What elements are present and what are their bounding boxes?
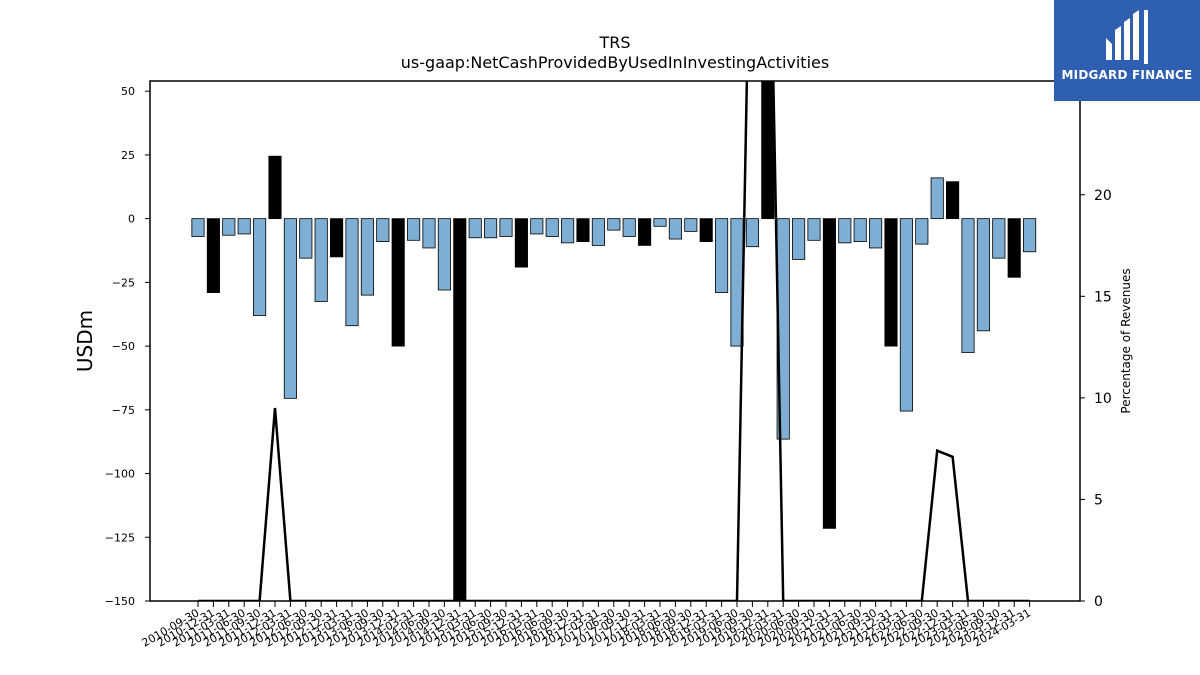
bar-2014-06-30	[422, 218, 436, 249]
bar-2018-03-31	[653, 218, 667, 227]
bar-2013-12-31	[391, 218, 405, 347]
y-tick-label: −50	[112, 340, 135, 353]
y-tick-label: 50	[121, 85, 135, 98]
y-tick-label: −25	[112, 276, 135, 289]
bar-2015-09-30	[499, 218, 513, 237]
bar-2022-12-31	[946, 181, 960, 220]
bar-2021-06-30	[853, 218, 867, 242]
bar-2010-09-30	[191, 218, 205, 237]
y2-axis-label: Percentage of Revenues	[1119, 268, 1133, 413]
bar-2017-03-31	[591, 218, 605, 246]
bar-2010-12-31	[206, 218, 220, 293]
chart-subtitle: us-gaap:NetCashProvidedByUsedInInvesting…	[401, 53, 829, 72]
brand-logo: MIDGARD FINANCE	[1054, 0, 1200, 101]
bar-2013-09-30	[376, 218, 390, 242]
y2-tick-label: 10	[1094, 391, 1112, 407]
y-tick-label: −150	[105, 595, 135, 608]
bar-2011-09-30	[253, 218, 267, 316]
bar-2015-03-31	[468, 218, 482, 239]
bar-2017-12-31	[638, 218, 652, 246]
bar-2013-06-30	[360, 218, 374, 296]
bar-2023-03-31	[961, 218, 975, 353]
plot-frame	[149, 80, 1081, 602]
bar-2014-03-31	[407, 218, 421, 241]
bar-2019-09-30	[745, 218, 759, 248]
bar-2012-12-31	[330, 218, 344, 258]
bar-2022-09-30	[930, 177, 944, 220]
bar-2012-09-30	[314, 218, 328, 302]
bar-2018-06-30	[668, 218, 682, 240]
bar-2022-06-30	[915, 218, 929, 245]
bar-2013-03-31	[345, 218, 359, 327]
y2-tick-label: 20	[1094, 188, 1112, 204]
bar-2023-09-30	[992, 218, 1006, 259]
bar-2020-06-30	[792, 218, 806, 260]
y2-tick-label: 5	[1094, 492, 1103, 508]
bar-2015-12-31	[514, 218, 528, 268]
bar-2019-03-31	[715, 218, 729, 293]
y-tick-label: −100	[105, 468, 135, 481]
bar-2011-03-31	[222, 218, 236, 236]
bar-2018-09-30	[684, 218, 698, 232]
y-axis-label: USDm	[73, 310, 97, 372]
bar-2014-12-31	[453, 218, 467, 602]
bar-2023-12-31	[1007, 218, 1021, 278]
midgard-logo-icon	[1106, 10, 1148, 64]
bar-2011-12-31	[268, 155, 282, 220]
y-tick-label: −75	[112, 404, 135, 417]
bar-2019-12-31	[761, 80, 775, 220]
bar-2021-09-30	[869, 218, 883, 249]
bar-2020-09-30	[807, 218, 821, 241]
y-tick-label: −125	[105, 531, 135, 544]
bar-2012-03-31	[283, 218, 297, 399]
axes: −150−125−100−75−50−2502550051015202010-0…	[105, 80, 1112, 650]
bar-2020-12-31	[822, 218, 836, 529]
bar-2015-06-30	[484, 218, 498, 239]
bar-2022-03-31	[899, 218, 913, 412]
y-tick-label: 25	[121, 149, 135, 162]
bar-2014-09-30	[437, 218, 451, 291]
y-tick-label: 0	[128, 213, 135, 226]
bar-2016-03-31	[530, 218, 544, 235]
y2-tick-label: 15	[1094, 289, 1112, 305]
y2-tick-label: 0	[1094, 594, 1103, 610]
bar-2011-06-30	[237, 218, 251, 235]
bar-2017-09-30	[622, 218, 636, 237]
bar-2016-06-30	[545, 218, 559, 237]
bar-2016-09-30	[561, 218, 575, 244]
bar-2024-03-31	[1023, 218, 1037, 253]
brand-name: MIDGARD FINANCE	[1061, 68, 1193, 82]
bar-2016-12-31	[576, 218, 590, 242]
bar-2012-06-30	[299, 218, 313, 259]
bar-2021-12-31	[884, 218, 898, 347]
bar-2021-03-31	[838, 218, 852, 244]
bar-2017-06-30	[607, 218, 621, 231]
bar-2023-06-30	[976, 218, 990, 332]
chart-title: TRS	[598, 33, 630, 52]
bar-series	[191, 80, 1037, 602]
bar-2018-12-31	[699, 218, 713, 242]
